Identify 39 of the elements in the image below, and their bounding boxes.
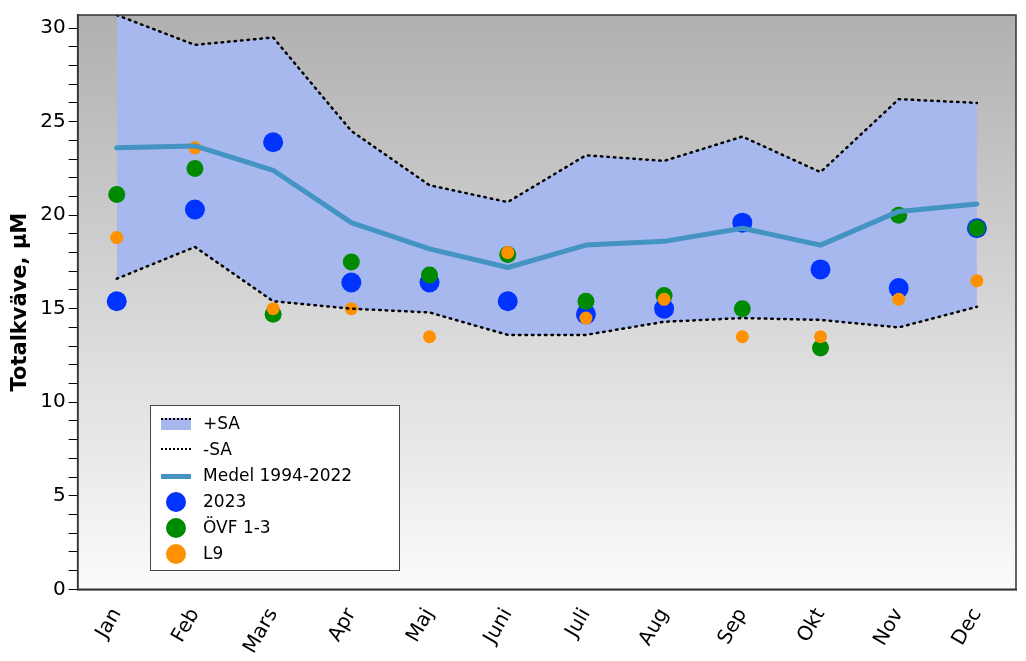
line-series (115, 245, 979, 337)
point (577, 292, 595, 310)
y-tick-label: 0 (52, 575, 66, 600)
point (108, 186, 126, 204)
legend-label: ÖVF 1-3 (203, 517, 271, 537)
x-tick-label: Jan (88, 603, 126, 644)
legend-label: 2023 (203, 491, 247, 511)
legend-label: -SA (203, 439, 232, 459)
point (657, 292, 671, 306)
point (892, 292, 906, 306)
point (423, 330, 437, 344)
legend-label: Medel 1994-2022 (203, 465, 353, 485)
point (184, 199, 205, 220)
point (421, 266, 439, 284)
point (342, 253, 360, 271)
x-tick-label: Feb (165, 603, 204, 647)
point (497, 291, 518, 312)
point (106, 291, 127, 312)
point (341, 272, 362, 293)
x-tick-label: Sep (711, 603, 752, 649)
point (733, 300, 751, 318)
y-tick-label: 30 (40, 14, 66, 39)
point (186, 159, 204, 177)
point (266, 302, 280, 316)
y-tick-label: 25 (40, 107, 66, 132)
point (735, 330, 749, 344)
point (810, 259, 831, 280)
point (110, 231, 124, 245)
legend-label: +SA (203, 413, 240, 433)
y-tick-label: 15 (40, 294, 66, 319)
point (263, 132, 284, 153)
y-tick-label: 5 (52, 481, 66, 506)
point (814, 330, 828, 344)
y-tick-label: 10 (40, 388, 66, 413)
point (970, 274, 984, 288)
legend-label: L9 (203, 543, 224, 563)
y-tick-label: 20 (40, 201, 66, 226)
y-axis-title: Totalkväve, µM (7, 212, 32, 392)
x-tick-label: Okt (790, 603, 830, 646)
